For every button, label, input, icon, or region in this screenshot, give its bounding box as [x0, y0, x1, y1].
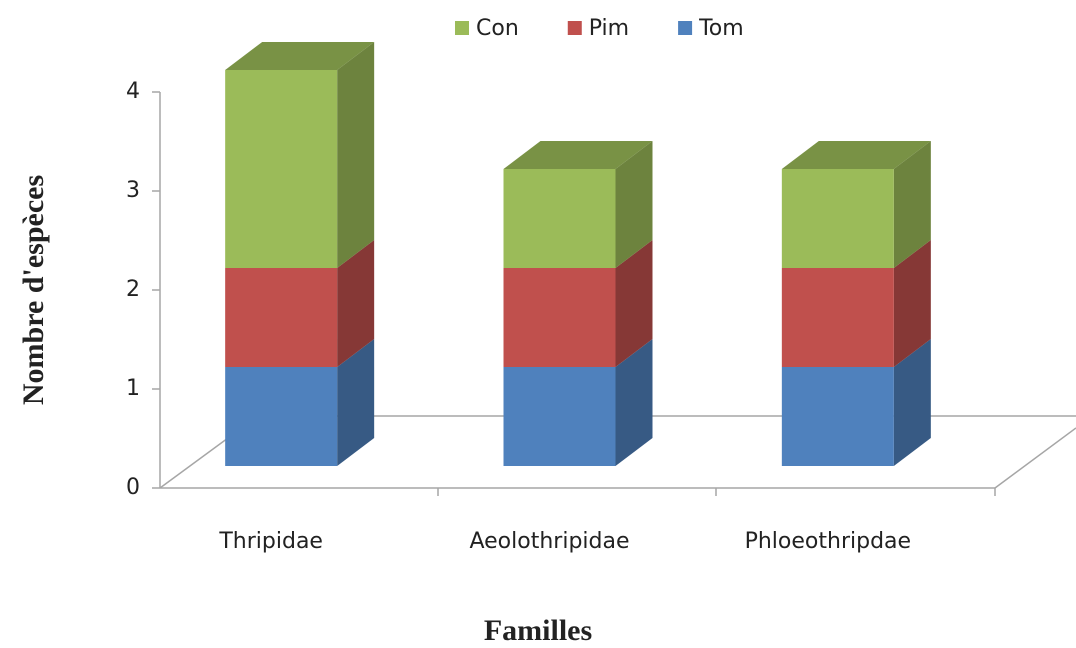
- floor-edge: [994, 427, 1076, 489]
- legend-swatch: [567, 21, 582, 35]
- x-axis-title: Familles: [484, 614, 592, 647]
- bar-side: [615, 141, 653, 268]
- x-tick-label: Phloeothripdae: [745, 529, 911, 554]
- bar-side: [615, 240, 653, 367]
- bar: [225, 70, 338, 268]
- bar: [781, 367, 894, 466]
- bar-top: [503, 141, 653, 169]
- bar-top: [781, 141, 931, 169]
- bar: [225, 268, 338, 367]
- x-tick-label: Aeolothripidae: [469, 529, 629, 554]
- legend-label: Tom: [698, 16, 744, 41]
- bar-side: [337, 339, 375, 466]
- legend-label: Pim: [589, 16, 629, 41]
- bar-side: [615, 339, 653, 466]
- bar-side: [893, 339, 931, 466]
- y-tick-label: 0: [126, 475, 140, 500]
- bar: [503, 367, 616, 466]
- y-tick-label: 1: [126, 376, 140, 401]
- bar-side: [337, 42, 375, 268]
- bar-side: [893, 240, 931, 367]
- bar-side: [337, 240, 375, 367]
- bar: [781, 268, 894, 367]
- y-tick-label: 4: [126, 79, 140, 104]
- bar-side: [893, 141, 931, 268]
- bar: [225, 367, 338, 466]
- y-axis-title: Nombre d'espèces: [17, 175, 50, 405]
- bar: [503, 268, 616, 367]
- x-tick-label: Thripidae: [218, 529, 323, 554]
- legend-label: Con: [476, 16, 519, 41]
- legend-swatch: [678, 21, 693, 35]
- legend-swatch: [455, 21, 469, 35]
- y-tick-label: 3: [126, 178, 140, 203]
- bar-top: [225, 42, 375, 70]
- y-tick-label: 2: [126, 277, 140, 302]
- bar: [781, 169, 894, 268]
- bar: [503, 169, 616, 268]
